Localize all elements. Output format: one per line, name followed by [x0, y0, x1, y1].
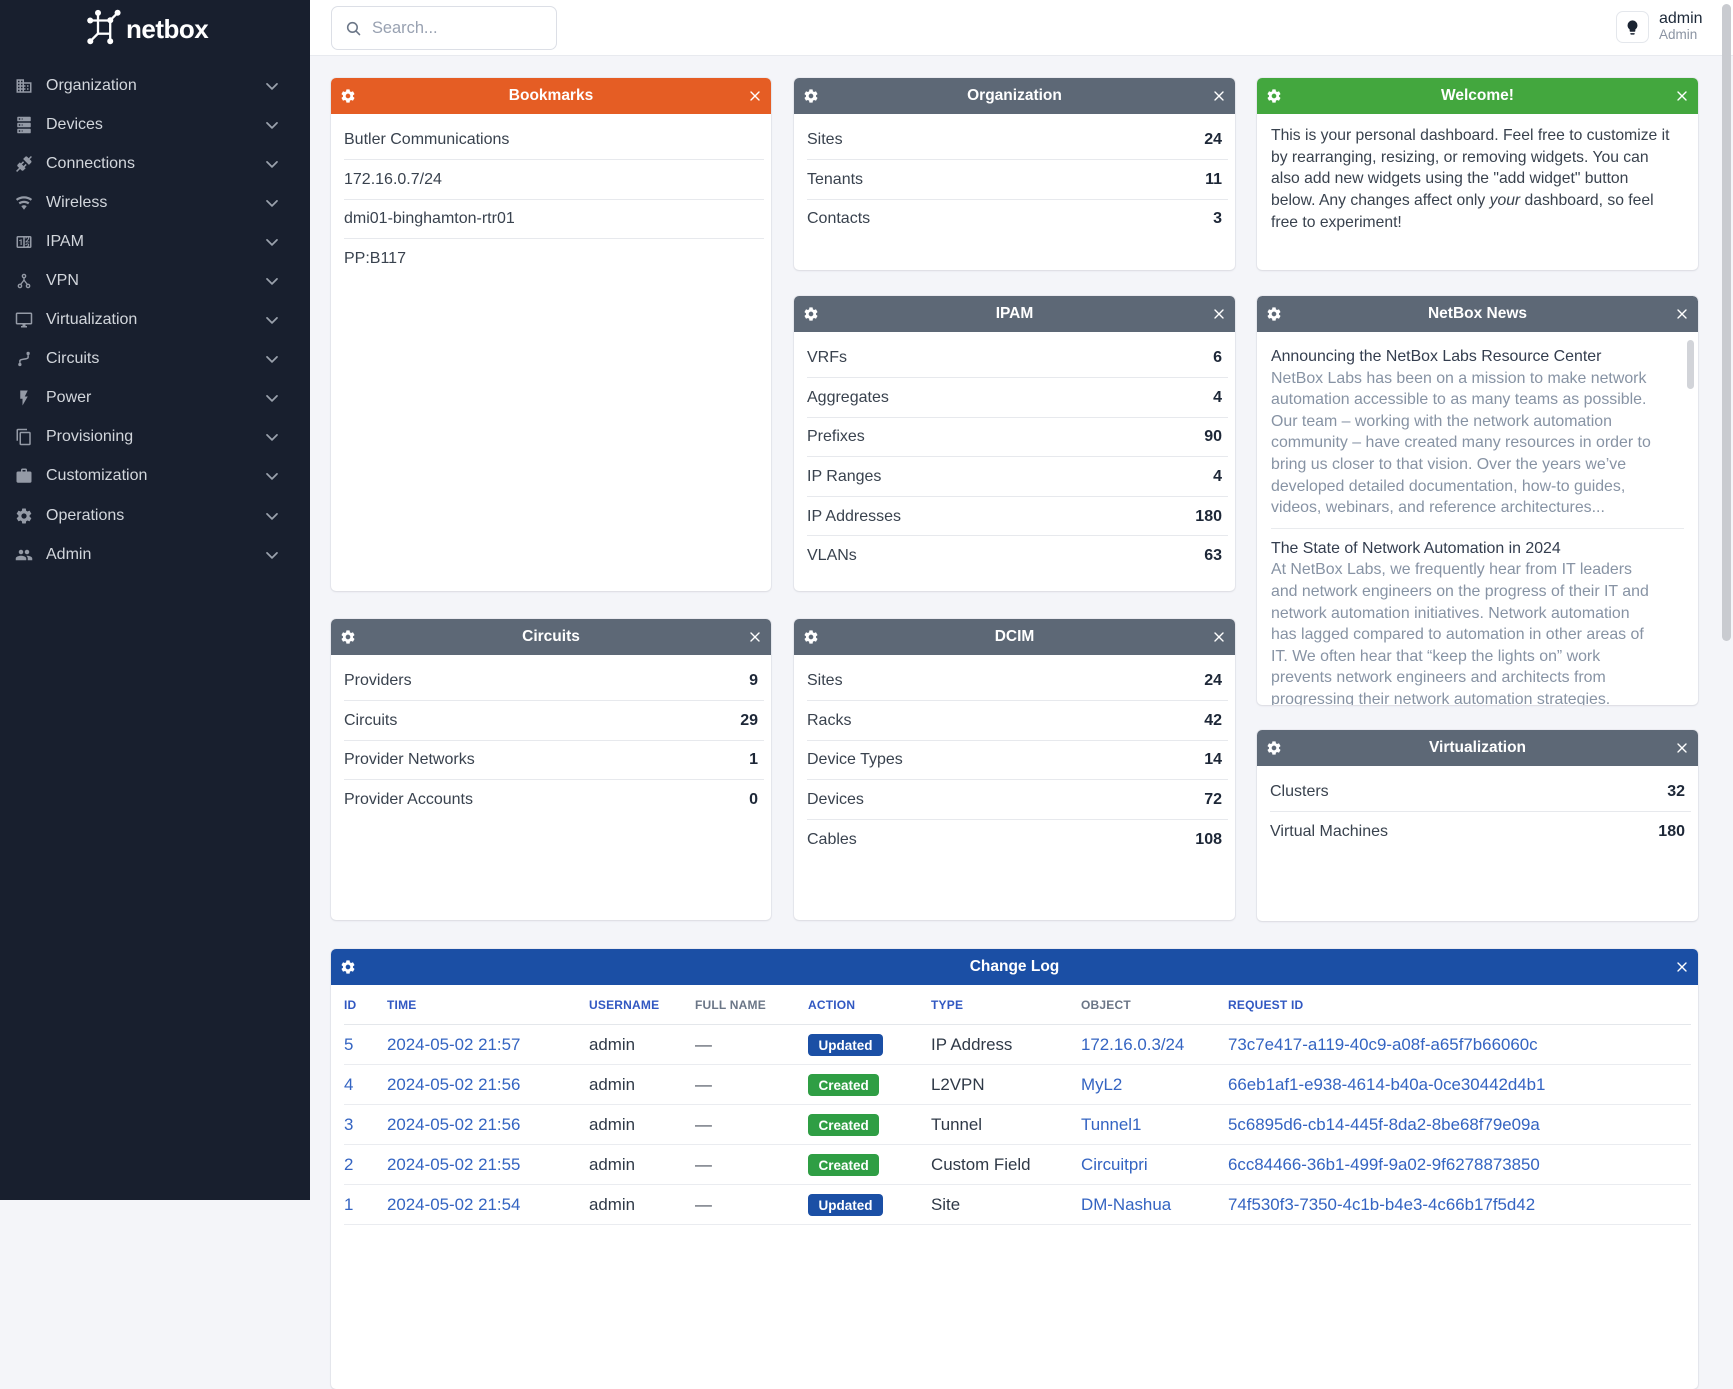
svg-text:netbox: netbox [126, 14, 209, 44]
